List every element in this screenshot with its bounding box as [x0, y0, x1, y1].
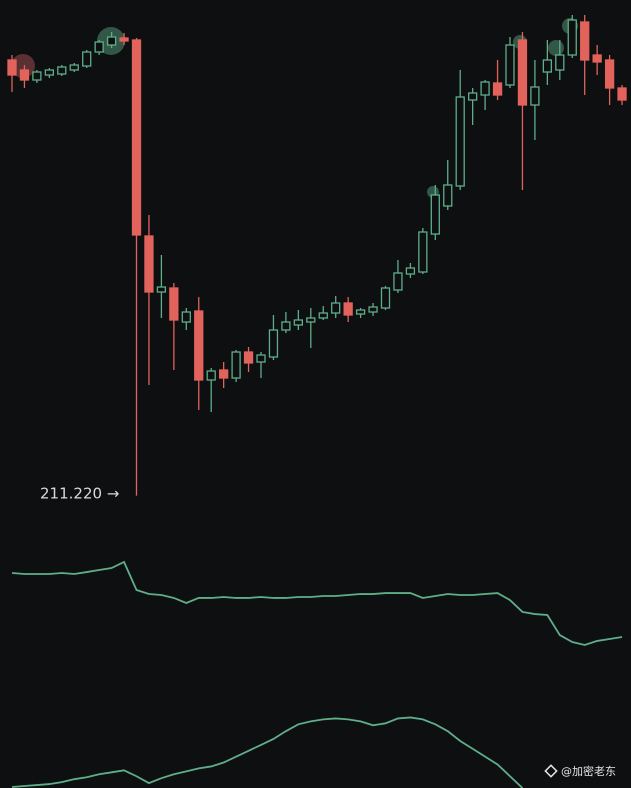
candle-body: [131, 39, 142, 236]
candle-body: [256, 354, 266, 363]
candle-body: [218, 369, 229, 379]
candle-body: [555, 54, 565, 71]
candle-body: [393, 272, 403, 291]
candle-body: [368, 306, 378, 313]
candle-body: [194, 310, 204, 381]
highlight-bubble: [548, 40, 564, 56]
candle-body: [44, 69, 54, 76]
candle-body: [480, 81, 490, 96]
candle-body: [517, 39, 528, 106]
candle-body: [455, 96, 465, 187]
candle-body: [82, 51, 92, 67]
candle-body: [592, 54, 602, 63]
candle-body: [492, 82, 503, 96]
candle-body: [355, 309, 366, 315]
candle-body: [106, 36, 117, 46]
candle-body: [530, 86, 540, 106]
candle-body: [542, 59, 552, 73]
candle-body: [331, 302, 341, 314]
candle-body: [467, 92, 478, 101]
candle-body: [231, 351, 241, 379]
candle-body: [57, 66, 67, 75]
candle-body: [430, 194, 440, 235]
candle-body: [19, 69, 30, 81]
candle-body: [604, 59, 615, 89]
candle-body: [169, 287, 179, 321]
candle-body: [443, 184, 453, 207]
low-annotation: 211.220 →: [40, 485, 119, 503]
candle-body: [268, 329, 279, 358]
candle-body: [567, 19, 577, 56]
candle-body: [32, 71, 42, 81]
plot: [7, 15, 627, 788]
candle-body: [69, 64, 79, 71]
candle-body: [505, 44, 515, 86]
candle-body: [343, 302, 353, 316]
candle-body: [181, 311, 191, 323]
indicator-line: [11, 716, 524, 788]
watermark-text: @加密老东: [561, 764, 616, 778]
candle-body: [7, 59, 17, 76]
candle-body: [156, 286, 167, 293]
candle-body: [206, 370, 216, 381]
candle-body: [418, 231, 428, 273]
candle-body: [580, 21, 590, 61]
candle-body: [243, 351, 254, 364]
watermark: @加密老东: [544, 764, 616, 778]
indicator-line: [11, 560, 623, 646]
candle-body: [306, 317, 316, 323]
candle-body: [380, 287, 391, 309]
watermark-icon: [544, 764, 558, 778]
candle-body: [617, 87, 627, 101]
candle-body: [94, 41, 104, 53]
candle-body: [318, 312, 328, 319]
candle-body: [119, 37, 129, 42]
candle-body: [144, 235, 154, 293]
candle-body: [405, 267, 416, 275]
candle-body: [281, 321, 291, 331]
candle-body: [293, 319, 304, 326]
